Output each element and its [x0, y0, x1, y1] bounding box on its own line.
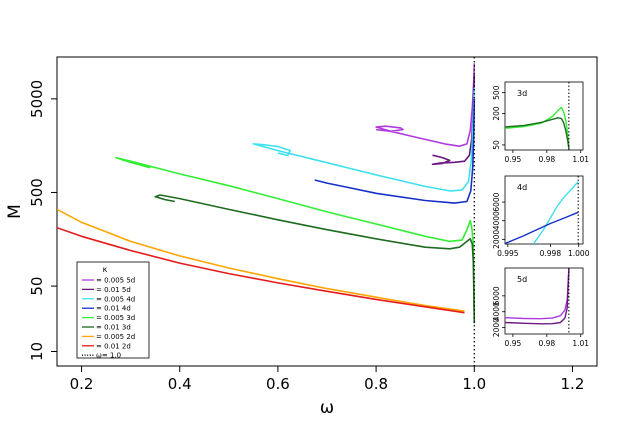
inset-x-tick-label: 0.98 — [538, 155, 555, 164]
x-tick-label: 1.2 — [561, 375, 585, 393]
inset-y-tick-label: 200 — [492, 106, 501, 121]
inset-x-tick-label: 0.995 — [497, 249, 519, 258]
x-tick-label: 1.0 — [462, 375, 486, 393]
inset-plot-area — [505, 181, 579, 244]
x-tick-label: 0.4 — [168, 375, 192, 393]
legend-label-4: = 0.005 3d — [96, 314, 135, 322]
series-line-3 — [314, 98, 476, 204]
inset-series-line-1 — [505, 117, 570, 150]
plot-area — [57, 63, 476, 324]
inset-plot-area — [505, 106, 570, 150]
legend-title: κ — [103, 265, 108, 274]
plot-frame — [56, 56, 598, 367]
main-chart: 0.2 0.4 0.6 0.8 1.0 1.2 10 50 500 5000 ω M — [5, 56, 598, 418]
legend-label-6: = 0.005 2d — [96, 333, 135, 341]
inset-y-tick-label: 4000 — [492, 302, 501, 321]
legend-label-2: = 0.005 4d — [96, 295, 135, 303]
inset-chart-3d: 3d 0.95 0.98 1.01 50 200 500 — [492, 81, 589, 164]
legend-label-0: = 0.005 5d — [96, 277, 135, 285]
series-line-5 — [154, 194, 476, 324]
series-line-7 — [57, 226, 465, 314]
inset-y-tick-label: 50 — [492, 140, 501, 150]
legend: κ= 0.005 5d= 0.01 5d= 0.005 4d= 0.01 4d=… — [76, 261, 150, 360]
inset-x-tick-label: 1.01 — [572, 339, 589, 348]
inset-series-line-0 — [532, 181, 579, 244]
inset-y-tick-label: 2000 — [492, 230, 501, 249]
inset-x-tick-label: 1.01 — [572, 155, 589, 164]
y-axis-label: M — [5, 204, 25, 219]
inset-x-tick-label: 0.95 — [505, 339, 522, 348]
inset-x-tick-label: 0.95 — [505, 155, 522, 164]
x-tick-label: 0.6 — [266, 375, 290, 393]
y-tick-label: 50 — [28, 277, 46, 296]
series-line-1 — [431, 74, 476, 166]
x-tick-label: 0.8 — [364, 375, 388, 393]
inset-series-line-1 — [505, 268, 570, 325]
inset-y-tick-label: 500 — [492, 85, 501, 100]
inset-title: 4d — [517, 183, 527, 192]
inset-x-tick-label: 1.000 — [568, 249, 590, 258]
inset-title: 5d — [517, 275, 527, 284]
series-line-0 — [375, 63, 476, 147]
y-tick-label: 5000 — [28, 80, 46, 118]
legend-label-5: = 0.01 3d — [96, 324, 131, 332]
legend-label-7: = 0.01 2d — [96, 342, 131, 350]
y-tick-label: 10 — [28, 342, 46, 361]
series-line-4 — [115, 156, 476, 315]
legend-label-8: ω= 1.0 — [96, 352, 121, 360]
inset-y-tick-label: 4000 — [492, 211, 501, 230]
x-tick-label: 0.2 — [70, 375, 94, 393]
inset-y-tick-label: 6000 — [492, 286, 501, 305]
legend-label-1: = 0.01 5d — [96, 286, 131, 294]
inset-series-line-1 — [505, 211, 579, 244]
inset-series-line-0 — [505, 106, 570, 148]
inset-title: 3d — [517, 89, 527, 98]
y-tick-label: 500 — [28, 178, 46, 207]
legend-label-3: = 0.01 4d — [96, 305, 131, 313]
inset-frame — [504, 175, 584, 245]
inset-y-tick-label: 2000 — [492, 318, 501, 337]
inset-frame — [504, 81, 584, 151]
inset-plot-area — [505, 268, 570, 325]
series-line-2 — [252, 88, 476, 192]
inset-x-tick-label: 0.998 — [540, 249, 562, 258]
legend-box — [76, 261, 150, 359]
inset-y-tick-label: 6000 — [492, 192, 501, 211]
inset-x-tick-label: 0.98 — [538, 339, 555, 348]
x-axis-label: ω — [320, 398, 334, 418]
series-line-6 — [57, 208, 465, 312]
